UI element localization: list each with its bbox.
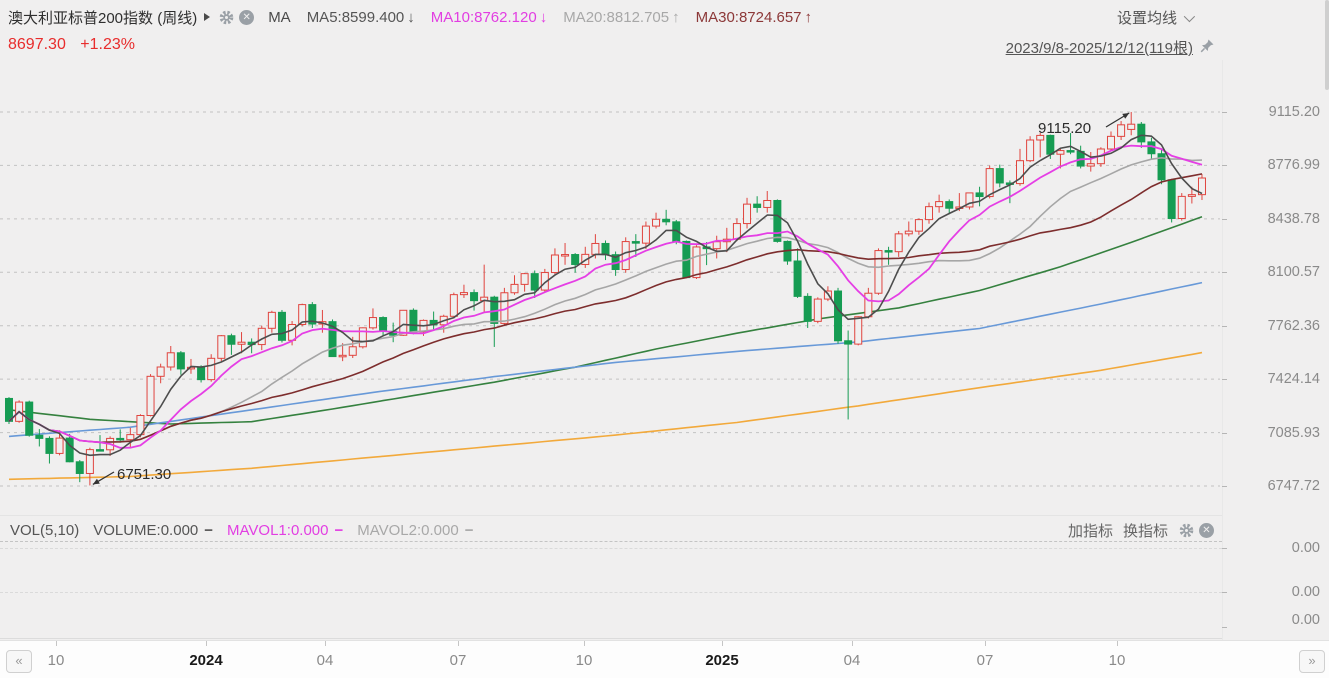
axis-tick (1117, 641, 1118, 646)
change-percent: +1.23% (80, 36, 136, 53)
mavol2-legend-dash: − (464, 521, 474, 539)
price-axis-label: 7762.36 (1267, 317, 1320, 334)
ma20-trend-arrow-icon: ↑ (672, 8, 680, 26)
time-axis-label[interactable]: 04 (316, 652, 334, 669)
time-axis: « » 10 2024 04 07 10 2025 04 07 10 (0, 640, 1329, 678)
axis-tick (1222, 486, 1227, 487)
volume-axis-label: 0.00 (1291, 540, 1320, 556)
mavol2-readout: MAVOL2:0.000− (357, 521, 474, 539)
ma20-readout: MA20:8812.705 ↑ (563, 8, 680, 26)
volume-gridline (0, 548, 1222, 549)
volume-legend-dash: − (204, 521, 214, 539)
indicator-actions: 加指标 换指标 ✕ (1068, 519, 1218, 541)
add-indicator-button[interactable]: 加指标 (1067, 522, 1113, 540)
ma-settings-button[interactable]: 设置均线 (1117, 7, 1196, 28)
volume-gridline (0, 592, 1222, 593)
volume-close-icon[interactable]: ✕ (1199, 522, 1214, 538)
price-axis-label: 8776.99 (1267, 157, 1320, 174)
volume-gear-icon[interactable] (1178, 522, 1195, 539)
axis-tick (1222, 218, 1227, 220)
time-axis-label[interactable]: 07 (976, 652, 994, 669)
ma5-trend-arrow-icon: ↓ (407, 8, 415, 26)
axis-separator (1222, 60, 1223, 640)
svg-text:6751.30: 6751.30 (117, 466, 171, 483)
ma30-readout: MA30:8724.657 ↑ (695, 8, 813, 26)
axis-tick (1222, 272, 1227, 274)
pin-icon[interactable] (1199, 38, 1215, 58)
axis-tick (458, 641, 459, 646)
ma5-readout: MA5:8599.400 ↓ (306, 8, 415, 26)
chart-header-row: 澳大利亚标普200指数 (周线) ✕ MA MA5:8599.400 ↓ MA10… (8, 5, 812, 29)
scroll-right-button[interactable]: » (1299, 650, 1325, 673)
volume-pane-bottom-line (0, 638, 1222, 639)
price-axis-label: 6747.72 (1267, 478, 1320, 494)
mavol1-legend-dash: − (334, 521, 344, 539)
time-axis-label[interactable]: 04 (843, 652, 861, 669)
axis-tick (985, 641, 986, 646)
axis-tick (1222, 379, 1227, 381)
volume-readout: VOLUME:0.000− (93, 521, 214, 539)
last-price: 8697.30 (8, 36, 66, 53)
axis-tick (1222, 165, 1227, 167)
switch-indicator-button[interactable]: 换指标 (1122, 522, 1168, 540)
price-axis-label: 7085.93 (1267, 424, 1320, 441)
axis-tick (56, 641, 57, 646)
axis-tick (852, 641, 853, 646)
time-axis-label[interactable]: 10 (575, 652, 593, 669)
time-axis-label[interactable]: 07 (449, 652, 467, 669)
volume-axis-label: 0.00 (1291, 612, 1320, 628)
axis-tick (1222, 325, 1227, 327)
price-axis-label: 7424.14 (1267, 371, 1320, 388)
pane-divider (0, 515, 1222, 516)
time-axis-label[interactable]: 2024 (189, 652, 223, 669)
vol-params-label[interactable]: VOL(5,10) (10, 521, 80, 539)
time-axis-label[interactable]: 10 (1108, 652, 1126, 669)
title-caret-icon[interactable] (204, 13, 211, 21)
axis-tick (325, 641, 326, 646)
axis-tick (1222, 432, 1227, 434)
scroll-left-button[interactable]: « (6, 650, 32, 673)
scrollbar-thumb[interactable] (1325, 0, 1329, 90)
page-title[interactable]: 澳大利亚标普200指数 (周线) (8, 9, 198, 27)
price-axis-label: 8438.78 (1267, 210, 1320, 227)
axis-tick (1222, 627, 1227, 628)
volume-header: VOL(5,10) VOLUME:0.000− MAVOL1:0.000− MA… (10, 519, 487, 541)
date-range-link[interactable]: 2023/9/8-2025/12/12(119根) (1006, 37, 1215, 58)
axis-tick (584, 641, 585, 646)
axis-tick (722, 641, 723, 646)
chevron-down-icon (1183, 10, 1196, 22)
axis-tick (206, 641, 207, 646)
ma10-trend-arrow-icon: ↓ (539, 8, 548, 26)
volume-pane-top-gridline (0, 541, 1222, 542)
candlestick-chart[interactable]: 9115.20 6751.30 (0, 60, 1222, 515)
ma-group-label: MA (268, 8, 291, 26)
ma10-readout: MA10:8762.120 ↓ (430, 8, 548, 26)
close-indicator-icon[interactable]: ✕ (239, 9, 255, 25)
mavol1-readout: MAVOL1:0.000− (227, 521, 344, 539)
time-axis-label[interactable]: 2025 (705, 652, 739, 669)
ma30-trend-arrow-icon: ↑ (804, 8, 813, 26)
volume-axis-label: 0.00 (1291, 584, 1320, 600)
axis-tick (1222, 548, 1227, 549)
axis-tick (1222, 112, 1227, 113)
time-axis-label[interactable]: 10 (47, 652, 65, 669)
gear-icon[interactable] (218, 9, 235, 26)
svg-text:9115.20: 9115.20 (1038, 120, 1091, 137)
axis-tick (1222, 592, 1227, 593)
price-axis-label: 8100.57 (1267, 264, 1320, 281)
price-axis-label: 9115.20 (1268, 104, 1320, 120)
quote-row: 8697.30 +1.23% (8, 36, 135, 58)
